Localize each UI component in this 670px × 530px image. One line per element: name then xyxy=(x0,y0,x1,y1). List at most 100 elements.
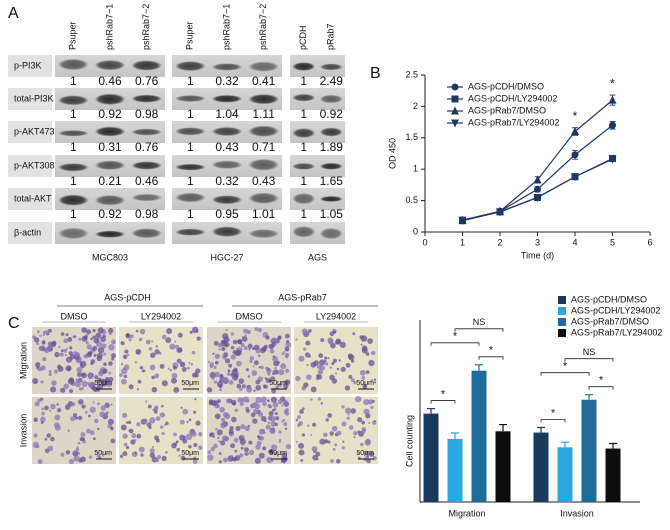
cell xyxy=(298,442,305,449)
cell xyxy=(159,425,164,429)
cell xyxy=(297,415,301,419)
blot-band xyxy=(131,128,163,136)
cell xyxy=(350,408,357,414)
cell xyxy=(188,361,191,364)
cell xyxy=(155,416,161,421)
cell xyxy=(151,375,155,380)
cell xyxy=(236,383,242,389)
cell xyxy=(191,350,196,355)
cell xyxy=(339,341,346,348)
cell xyxy=(237,338,243,345)
cell xyxy=(100,405,106,411)
bracket xyxy=(540,372,590,376)
cell xyxy=(57,366,64,372)
cell xyxy=(350,378,355,383)
quantification: 1 xyxy=(300,140,307,154)
cell xyxy=(353,435,356,439)
cell xyxy=(332,447,336,451)
cell xyxy=(65,333,69,337)
cell xyxy=(129,334,134,339)
cell xyxy=(253,360,259,366)
cell xyxy=(352,332,356,336)
bracket xyxy=(540,419,566,423)
lane-label: pshRab7−1 xyxy=(221,4,231,50)
cell xyxy=(341,446,345,450)
x-tick-label: 1 xyxy=(460,237,465,247)
cell xyxy=(108,332,112,335)
cell xyxy=(345,362,351,368)
scale-bar-label: 50μm xyxy=(269,380,287,387)
cell xyxy=(347,353,353,359)
cell xyxy=(110,426,114,430)
error-bar xyxy=(609,442,617,449)
cell xyxy=(211,400,218,407)
cell xyxy=(111,339,116,345)
point xyxy=(608,95,617,104)
blot-band xyxy=(319,195,343,202)
blot-band xyxy=(211,195,243,205)
quantification: 0.76 xyxy=(135,140,159,154)
y-tick-label: 1 xyxy=(413,164,418,174)
cell xyxy=(75,448,80,452)
cell xyxy=(271,341,277,347)
cell xyxy=(248,449,255,456)
blot-strip xyxy=(290,55,345,77)
cell xyxy=(244,334,247,337)
bracket xyxy=(588,386,614,390)
cell xyxy=(149,417,156,424)
lane-label: pshRab7−1 xyxy=(104,4,114,50)
cell xyxy=(106,380,113,387)
cell xyxy=(206,387,213,393)
cell xyxy=(286,340,290,344)
cell xyxy=(89,406,96,413)
y-axis-label: Cell counting xyxy=(404,415,414,467)
y-tick-label: 2 xyxy=(413,101,418,111)
cell xyxy=(82,362,87,367)
cell xyxy=(295,338,298,341)
cell xyxy=(224,343,229,348)
quantification: 1 xyxy=(70,207,77,221)
bracket xyxy=(454,328,504,332)
blot-band xyxy=(174,228,206,236)
panel-label: C xyxy=(8,315,20,332)
quantification: 1.05 xyxy=(320,207,344,221)
cell xyxy=(58,346,61,349)
cell xyxy=(97,427,100,431)
quantification: 1 xyxy=(70,174,77,188)
error-bar xyxy=(451,432,459,439)
x-tick-label: 3 xyxy=(535,237,540,247)
cell xyxy=(210,446,216,452)
cell xyxy=(310,386,317,393)
cell xyxy=(101,343,107,349)
row-label: p-PI3K xyxy=(14,60,42,70)
cell xyxy=(108,377,114,382)
cell xyxy=(303,347,307,351)
cell xyxy=(92,328,96,333)
cell xyxy=(96,355,103,362)
legend-swatch xyxy=(558,296,566,304)
cell xyxy=(214,360,219,365)
lane-label: Psuper xyxy=(68,21,78,50)
cell xyxy=(325,418,329,422)
cell xyxy=(90,359,96,364)
cell xyxy=(265,335,270,340)
cell xyxy=(179,361,186,368)
cell xyxy=(267,421,271,425)
cell xyxy=(219,374,224,380)
blot-band xyxy=(248,93,280,105)
cell xyxy=(119,373,123,378)
cell xyxy=(63,349,68,353)
cell xyxy=(247,331,250,334)
cell xyxy=(37,459,43,465)
cell xyxy=(298,449,305,456)
cell xyxy=(94,418,99,424)
quantification: 1 xyxy=(300,207,307,221)
cell xyxy=(176,358,182,364)
cell xyxy=(85,334,89,337)
cell xyxy=(245,368,249,372)
cell xyxy=(155,458,160,463)
cell xyxy=(340,366,346,372)
cell xyxy=(360,335,368,342)
blot-band xyxy=(57,227,89,240)
cell xyxy=(161,404,164,408)
